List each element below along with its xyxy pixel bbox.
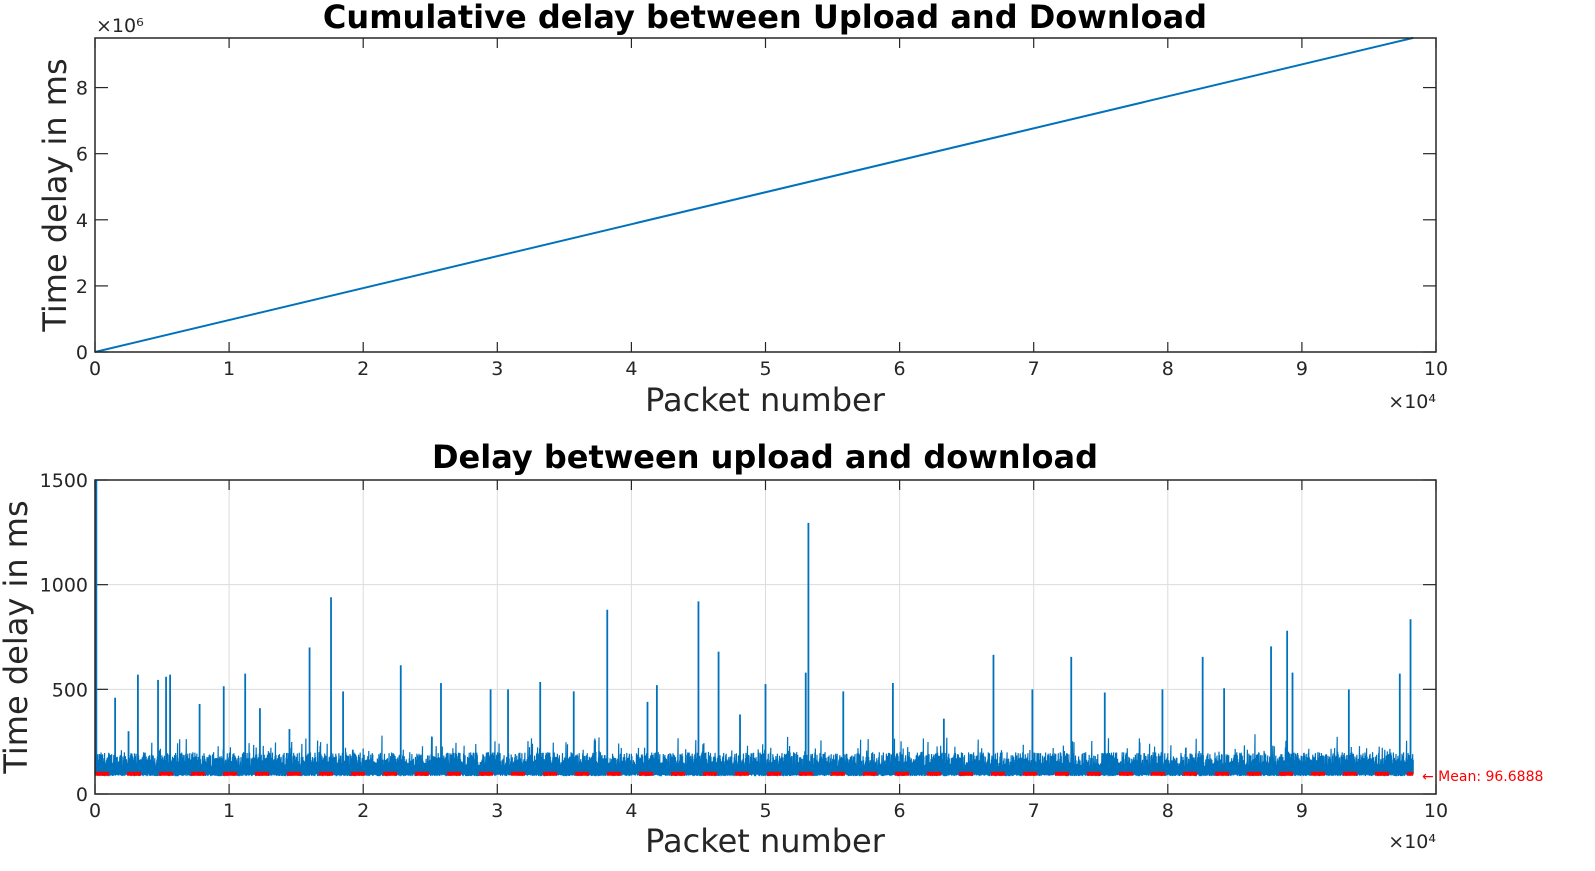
x-tick-label: 0 — [89, 800, 101, 822]
top-axes-box — [94, 37, 1437, 353]
x-tick-label: 10 — [1424, 358, 1448, 380]
bottom-y-ticks: 0 500 1000 1500 — [40, 470, 1436, 806]
bottom-chart-title: Delay between upload and download — [432, 438, 1098, 476]
x-tick-label: 1 — [223, 800, 235, 822]
x-tick-label: 10 — [1424, 800, 1448, 822]
x-tick-label: 9 — [1296, 800, 1308, 822]
top-subplot: 0 2 4 6 8 0 1 2 3 4 5 6 7 8 9 10 Cumulative delay betw… — [36, 0, 1448, 419]
x-tick-label: 8 — [1162, 358, 1174, 380]
top-x-axis-label: Packet number — [645, 381, 886, 419]
x-tick-label: 4 — [625, 358, 637, 380]
bottom-x-axis-label: Packet number — [645, 822, 886, 860]
y-tick-label: 1500 — [40, 470, 88, 492]
x-tick-label: 2 — [357, 800, 369, 822]
y-tick-label: 1000 — [40, 575, 88, 597]
y-tick-label: 0 — [76, 784, 88, 806]
delay-noise-band — [94, 734, 1414, 777]
y-tick-label: 4 — [76, 210, 88, 232]
x-tick-label: 8 — [1162, 800, 1174, 822]
y-tick-label: 6 — [76, 144, 88, 166]
top-y-exponent: ×10⁶ — [96, 15, 144, 37]
x-tick-label: 6 — [894, 800, 906, 822]
top-y-ticks: 0 2 4 6 8 — [76, 78, 1436, 364]
bottom-subplot: 0 500 1000 1500 0 1 2 3 4 5 6 7 8 9 10 Delay between … — [0, 438, 1543, 860]
top-x-exponent: ×10⁴ — [1388, 391, 1436, 413]
x-tick-label: 7 — [1028, 800, 1040, 822]
bottom-x-ticks: 0 1 2 3 4 5 6 7 8 9 10 — [89, 480, 1448, 822]
x-tick-label: 9 — [1296, 358, 1308, 380]
top-chart-title: Cumulative delay between Upload and Down… — [323, 0, 1207, 36]
x-tick-label: 0 — [89, 358, 101, 380]
bottom-y-axis-label: Time delay in ms — [0, 500, 35, 774]
x-tick-label: 5 — [759, 800, 771, 822]
x-tick-label: 3 — [491, 358, 503, 380]
bottom-axes-box — [94, 479, 1437, 795]
cumulative-delay-line — [94, 36, 1414, 353]
bottom-series — [94, 480, 1414, 777]
bottom-x-exponent: ×10⁴ — [1388, 831, 1436, 853]
y-tick-label: 0 — [76, 342, 88, 364]
top-y-axis-label: Time delay in ms — [36, 58, 74, 332]
mean-annotation: ← Mean: 96.6888 — [1422, 769, 1543, 785]
top-series — [94, 36, 1414, 353]
x-tick-label: 7 — [1028, 358, 1040, 380]
x-tick-label: 3 — [491, 800, 503, 822]
x-tick-label: 6 — [894, 358, 906, 380]
x-tick-label: 1 — [223, 358, 235, 380]
y-tick-label: 500 — [52, 679, 88, 701]
y-tick-label: 8 — [76, 78, 88, 100]
x-tick-label: 5 — [759, 358, 771, 380]
x-tick-label: 4 — [625, 800, 637, 822]
x-tick-label: 2 — [357, 358, 369, 380]
y-tick-label: 2 — [76, 276, 88, 298]
